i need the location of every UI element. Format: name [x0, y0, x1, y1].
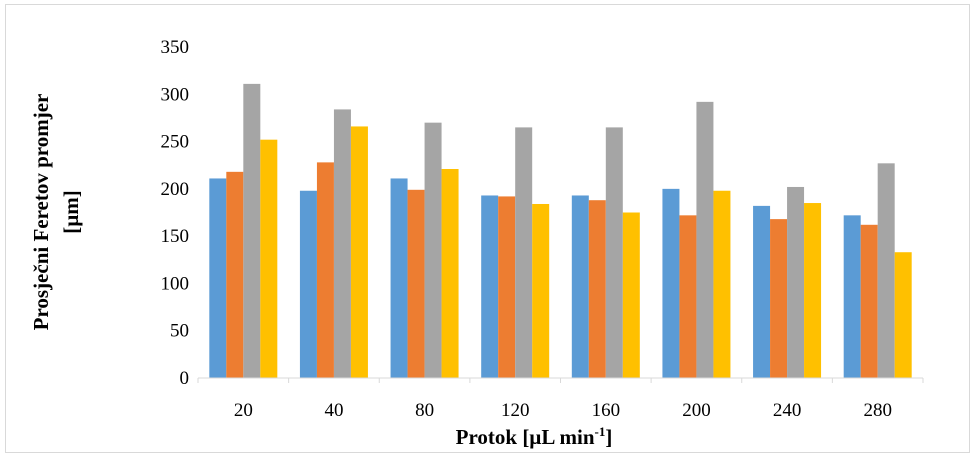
bar [662, 188, 680, 378]
bar [209, 178, 227, 378]
y-tick-label: 0 [180, 368, 190, 389]
x-tick-label: 120 [501, 400, 530, 421]
bar [441, 168, 459, 378]
x-tick-label: 280 [863, 400, 892, 421]
bar [226, 171, 244, 378]
y-axis-title-line2: [µm] [59, 190, 83, 234]
y-tick-label: 150 [161, 226, 190, 247]
y-axis-title: Prosječni Feretov promjer [µm] [29, 94, 83, 331]
bar [605, 127, 623, 378]
y-tick-label: 100 [161, 273, 190, 294]
bar [679, 215, 697, 378]
bars [209, 83, 912, 379]
bar [860, 224, 878, 378]
bar [696, 101, 714, 378]
bar [316, 162, 334, 378]
x-axis-ticks: 20 40 80 120 160 200 240 280 [197, 378, 924, 421]
x-tick-label: 240 [773, 400, 802, 421]
y-tick-label: 50 [170, 321, 189, 342]
y-axis-title-line1: Prosječni Feretov promjer [29, 94, 53, 331]
y-tick-label: 300 [161, 84, 190, 105]
bar [753, 205, 771, 378]
bar [515, 127, 533, 378]
bar [407, 189, 425, 378]
bar [243, 83, 261, 378]
bar [894, 252, 912, 378]
y-tick-label: 350 [161, 37, 190, 58]
bar [498, 196, 516, 378]
bar [481, 195, 499, 378]
x-tick-label: 80 [415, 400, 434, 421]
bar [713, 190, 731, 378]
bar [350, 126, 368, 378]
y-axis-ticks: 0 50 100 150 200 250 300 350 [161, 37, 190, 389]
x-axis-title-main: Protok [µL min [456, 425, 595, 449]
x-tick-label: 200 [682, 400, 711, 421]
bar [532, 203, 550, 378]
bar [588, 200, 606, 378]
y-tick-label: 250 [161, 132, 190, 153]
bar [333, 109, 351, 378]
bar [622, 212, 640, 378]
bar [787, 186, 805, 378]
bar [843, 215, 861, 378]
x-tick-label: 40 [324, 400, 343, 421]
x-axis-title: Protok [µL min-1] [456, 424, 613, 449]
x-tick-label: 20 [234, 400, 253, 421]
bar [877, 163, 895, 378]
bar [424, 122, 442, 379]
y-tick-label: 200 [161, 179, 190, 200]
x-axis-title-sup: -1 [595, 424, 606, 439]
bar [804, 203, 822, 378]
bar [770, 219, 788, 378]
x-axis-title-end: ] [605, 425, 612, 449]
bar [260, 139, 278, 378]
bar [390, 178, 408, 378]
bar [571, 195, 589, 378]
bar [299, 190, 317, 378]
x-tick-label: 160 [592, 400, 621, 421]
